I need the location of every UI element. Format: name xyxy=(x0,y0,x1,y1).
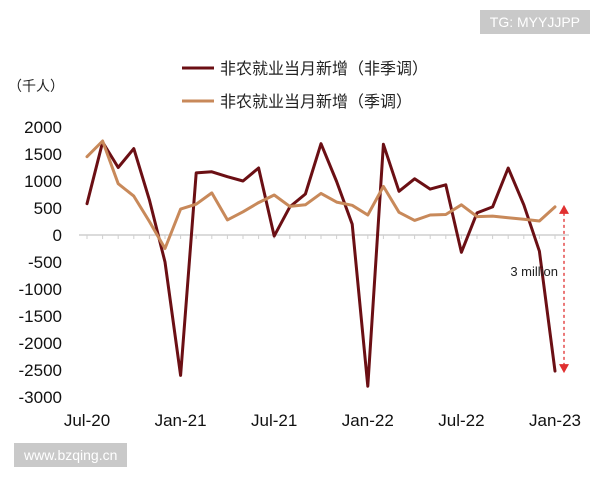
x-axis: Jul-20 Jan-21 Jul-21 Jan-22 Jul-22 Jan-23 xyxy=(64,234,581,430)
annotation-label: 3 million xyxy=(510,264,558,279)
y-tick-label: -1000 xyxy=(19,280,62,299)
x-tick-label: Jan-22 xyxy=(342,411,394,430)
x-tick-label: Jul-22 xyxy=(438,411,484,430)
series-line-2 xyxy=(85,139,557,250)
x-tick-label: Jan-23 xyxy=(529,411,581,430)
y-axis: 2000 1500 1000 500 0 -500 -1000 -1500 -2000 -2500… xyxy=(19,118,62,407)
legend-label-series-2: 非农就业当月新增（季调） xyxy=(220,92,412,111)
annotation-arrowhead-top xyxy=(559,204,569,214)
watermark-bottom: www.bzqing.cn xyxy=(14,443,128,467)
y-unit-label: （千人） xyxy=(8,79,64,95)
x-tick-label: Jul-20 xyxy=(64,411,110,430)
y-tick-label: 1000 xyxy=(24,172,62,191)
series-line-1 xyxy=(85,140,557,388)
annotation-layer: 3 million xyxy=(510,204,569,374)
x-tick-label: Jan-21 xyxy=(155,411,207,430)
y-tick-label: 1500 xyxy=(24,145,62,164)
legend-label-series-1: 非农就业当月新增（非季调） xyxy=(220,59,428,78)
y-tick-label: 500 xyxy=(34,199,62,218)
y-tick-label: -2000 xyxy=(19,334,62,353)
y-tick-label: -2500 xyxy=(19,361,62,380)
legend: 非农就业当月新增（非季调） 非农就业当月新增（季调） xyxy=(182,59,428,111)
annotation-arrowhead-bottom xyxy=(559,364,569,374)
y-tick-label: -1500 xyxy=(19,307,62,326)
y-tick-label: -3000 xyxy=(19,388,62,407)
y-tick-label: 0 xyxy=(53,226,62,245)
series-layer xyxy=(85,139,557,388)
watermark-top: TG: MYYJJPP xyxy=(479,10,590,34)
y-tick-label: -500 xyxy=(28,253,62,272)
y-tick-label: 2000 xyxy=(24,118,62,137)
x-tick-label: Jul-21 xyxy=(251,411,297,430)
